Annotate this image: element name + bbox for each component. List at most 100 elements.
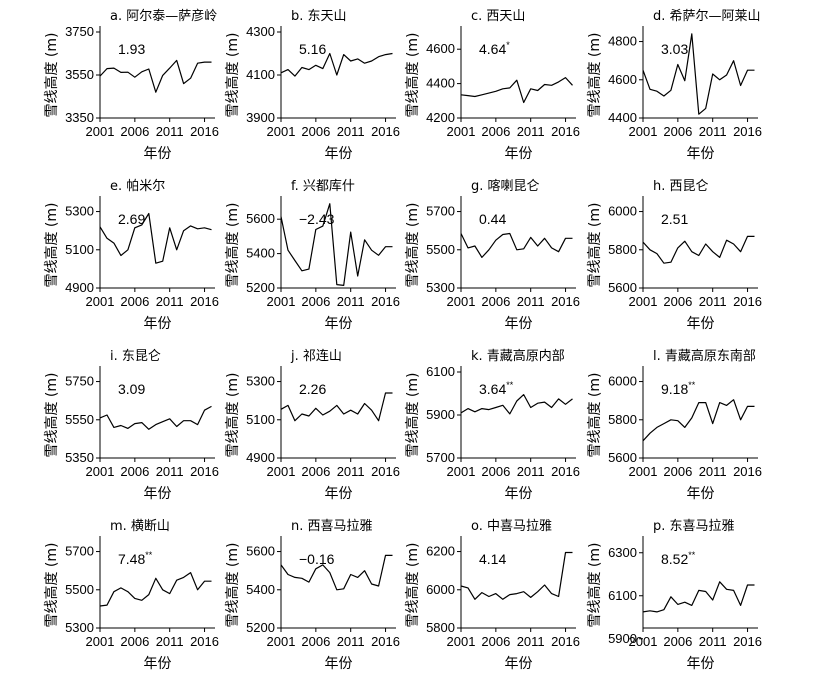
x-tick-label: 2006 [481, 464, 510, 479]
y-axis-label: 雪线高度 (m) [404, 542, 421, 627]
panel-title: g. 喀喇昆仑 [471, 178, 540, 194]
y-tick-label: 4200 [426, 110, 455, 125]
y-tick-label: 5600 [246, 211, 275, 226]
y-tick-label: 4900 [65, 280, 94, 295]
panel-o: o. 中喜马拉雅 5800 6000 6200 2001 2006 2011 2016 4.14… [404, 519, 580, 672]
trend-label: −0.16 [299, 551, 335, 567]
snowline-series [280, 554, 393, 591]
x-tick-label: 2016 [551, 124, 580, 139]
y-tick-label: 5200 [246, 620, 275, 635]
panel-title: f. 兴都库什 [291, 178, 355, 194]
significance-mark: ** [688, 380, 696, 390]
y-tick-label: 4300 [246, 24, 275, 39]
panel-title: j. 祁连山 [290, 348, 342, 364]
panel-g: g. 喀喇昆仑 5300 5500 5700 2001 2006 2011 2016 0.44 雪… [404, 178, 580, 332]
y-tick-label: 5750 [65, 374, 94, 389]
y-tick-label: 5550 [65, 412, 94, 427]
y-axis-label: 雪线高度 (m) [43, 32, 60, 117]
panel-title: m. 横断山 [110, 519, 170, 534]
significance-mark: ** [506, 380, 514, 390]
y-tick-label: 5400 [246, 582, 275, 597]
y-tick-label: 3750 [65, 24, 94, 39]
x-tick-label: 2011 [156, 464, 184, 479]
y-tick-label: 5900 [426, 407, 455, 422]
x-axis-label: 年份 [325, 316, 353, 332]
x-axis-label: 年份 [687, 656, 715, 672]
x-tick-label: 2016 [371, 294, 400, 309]
y-tick-label: 6000 [608, 374, 637, 389]
x-tick-label: 2001 [86, 124, 115, 139]
y-tick-label: 3350 [65, 110, 94, 125]
x-tick-label: 2006 [120, 124, 149, 139]
panel-title: h. 西昆仑 [653, 179, 709, 194]
trend-label: 3.64** [479, 380, 514, 397]
y-tick-label: 5400 [246, 246, 275, 261]
x-tick-label: 2001 [629, 124, 658, 139]
x-axis-label: 年份 [687, 316, 715, 332]
y-tick-label: 5500 [65, 582, 94, 597]
y-tick-label: 5300 [65, 204, 94, 219]
x-tick-label: 2011 [337, 464, 365, 479]
y-tick-label: 4600 [608, 72, 637, 87]
y-tick-label: 5100 [65, 242, 94, 257]
panel-title: k. 青藏高原内部 [471, 348, 565, 364]
trend-label: 4.14 [479, 551, 506, 567]
y-axis-label: 雪线高度 (m) [224, 372, 241, 457]
y-axis-label: 雪线高度 (m) [43, 202, 60, 287]
y-axis-label: 雪线高度 (m) [404, 202, 421, 287]
y-tick-label: 4800 [608, 34, 637, 49]
y-tick-label: 5700 [65, 544, 94, 559]
x-axis-label: 年份 [325, 656, 353, 672]
x-tick-label: 2006 [301, 464, 330, 479]
x-tick-label: 2006 [301, 124, 330, 139]
snowline-series [642, 235, 755, 264]
trend-label: 4.64* [479, 40, 510, 57]
snowline-series [460, 76, 573, 104]
panel-k: k. 青藏高原内部 5700 5900 6100 2001 2006 2011 2016 3.6… [404, 348, 580, 502]
x-axis-label: 年份 [505, 486, 533, 502]
y-tick-label: 5350 [65, 450, 94, 465]
trend-label: 3.03 [661, 41, 688, 57]
trend-label: 7.48** [118, 550, 153, 567]
x-tick-label: 2011 [337, 294, 365, 309]
panel-c: c. 西天山 4200 4400 4600 2001 2006 2011 2016 4.64* 雪… [404, 9, 580, 162]
y-tick-label: 4400 [608, 110, 637, 125]
panel-a: a. 阿尔泰—萨彦岭 3350 3550 3750 2001 2006 2011 2016 1.… [43, 8, 219, 162]
trend-label: 2.26 [299, 381, 326, 397]
panel-n: n. 西喜马拉雅 5200 5400 5600 2001 2006 2011 2016 −0.1… [224, 519, 400, 672]
snowline-series [280, 52, 393, 77]
panel-b: b. 东天山 3900 4100 4300 2001 2006 2011 2016 5.16 雪线… [224, 9, 400, 162]
x-axis-label: 年份 [325, 486, 353, 502]
x-tick-label: 2016 [371, 634, 400, 649]
panel-title: c. 西天山 [471, 9, 525, 24]
panel-title: l. 青藏高原东南部 [653, 348, 756, 364]
x-tick-label: 2001 [629, 634, 658, 649]
x-tick-label: 2001 [447, 464, 476, 479]
trend-label: −2.43 [299, 211, 335, 227]
x-axis-label: 年份 [144, 146, 172, 162]
trend-label: 1.93 [118, 41, 145, 57]
y-tick-label: 5300 [65, 620, 94, 635]
y-axis-label: 雪线高度 (m) [586, 202, 603, 287]
x-tick-label: 2016 [551, 294, 580, 309]
trend-label: 0.44 [479, 211, 506, 227]
panel-j: j. 祁连山 4900 5100 5300 2001 2006 2011 2016 2.26 雪线… [224, 348, 400, 502]
trend-label: 9.18** [661, 380, 696, 397]
x-axis-label: 年份 [505, 146, 533, 162]
snowline-series [460, 232, 573, 258]
y-axis-label: 雪线高度 (m) [404, 372, 421, 457]
panel-l: l. 青藏高原东南部 5600 5800 6000 2001 2006 2011 2016 9.… [586, 348, 762, 502]
y-axis-label: 雪线高度 (m) [224, 542, 241, 627]
snowline-series [642, 581, 755, 613]
y-tick-label: 4900 [246, 450, 275, 465]
x-tick-label: 2011 [337, 124, 365, 139]
y-tick-label: 6100 [608, 588, 637, 603]
y-axis-label: 雪线高度 (m) [224, 32, 241, 117]
x-tick-label: 2016 [190, 124, 219, 139]
panel-e: e. 帕米尔 4900 5100 5300 2001 2006 2011 2016 2.69 雪线… [43, 179, 219, 332]
x-axis-label: 年份 [144, 486, 172, 502]
x-axis-label: 年份 [325, 146, 353, 162]
x-axis-label: 年份 [505, 656, 533, 672]
y-tick-label: 5600 [608, 280, 637, 295]
x-tick-label: 2001 [267, 294, 296, 309]
